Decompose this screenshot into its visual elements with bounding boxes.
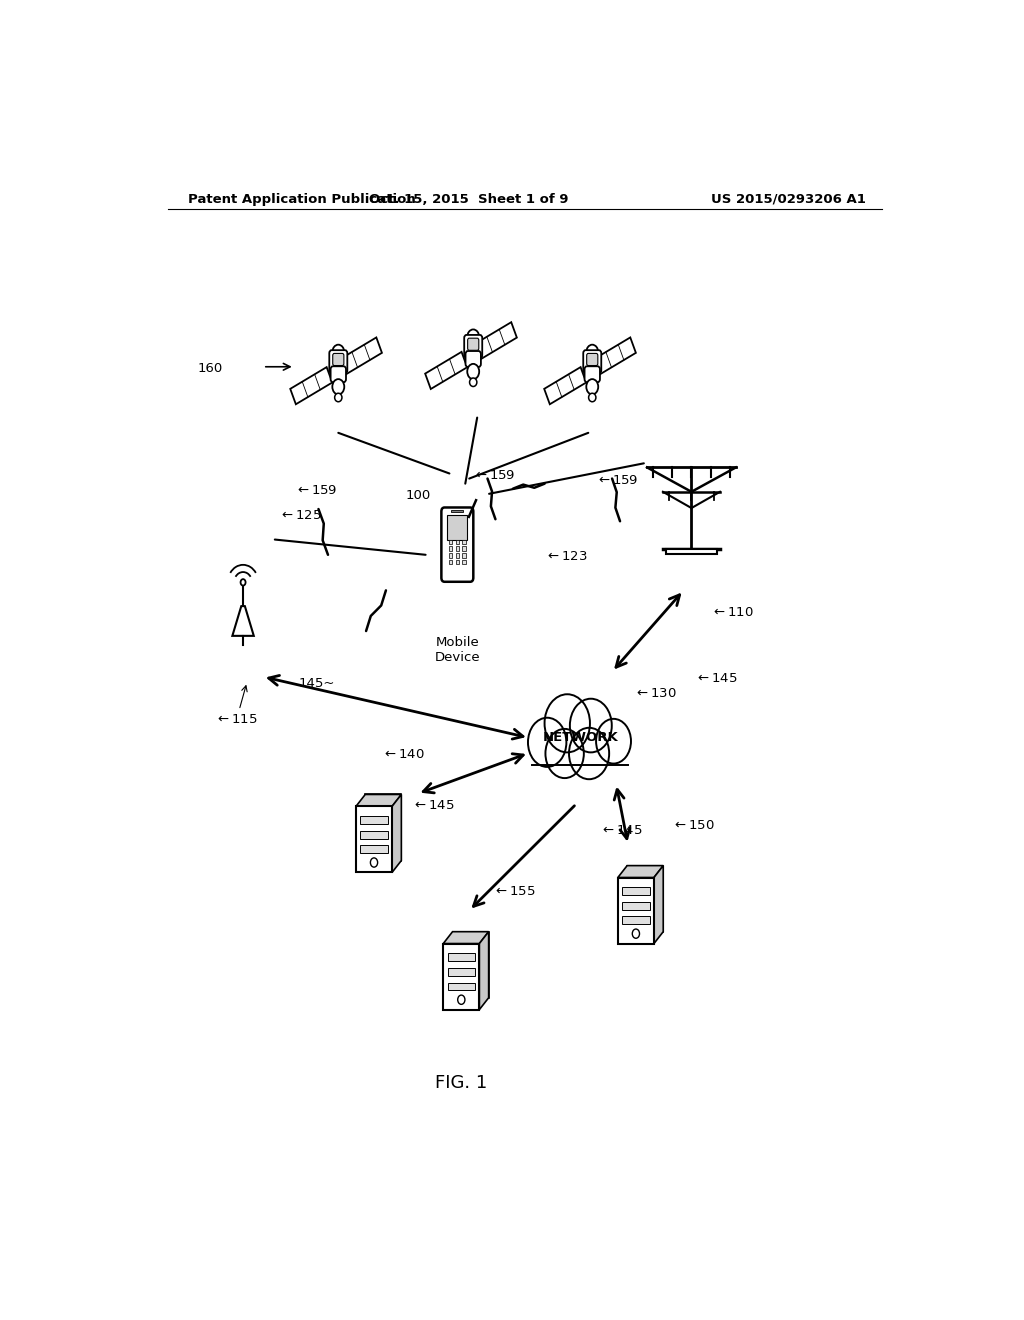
FancyBboxPatch shape <box>468 338 479 350</box>
Bar <box>360 816 388 824</box>
Polygon shape <box>392 795 401 873</box>
Ellipse shape <box>587 345 598 360</box>
Bar <box>594 338 636 375</box>
Text: 160: 160 <box>198 362 223 375</box>
Polygon shape <box>232 606 254 636</box>
Ellipse shape <box>333 379 344 395</box>
Bar <box>462 553 466 557</box>
Ellipse shape <box>335 393 342 401</box>
Text: $\leftarrow$145: $\leftarrow$145 <box>412 799 455 812</box>
Bar <box>623 902 649 909</box>
Circle shape <box>458 995 465 1005</box>
Text: $\leftarrow$145: $\leftarrow$145 <box>695 672 738 685</box>
Text: $\leftarrow$110: $\leftarrow$110 <box>712 606 754 619</box>
Bar <box>449 546 453 550</box>
Bar <box>617 878 654 944</box>
Bar <box>462 560 466 564</box>
Circle shape <box>241 579 246 586</box>
Bar <box>449 560 453 564</box>
Bar <box>666 549 717 553</box>
Bar <box>360 845 388 853</box>
Text: $\leftarrow$145: $\leftarrow$145 <box>441 936 484 949</box>
Text: US 2015/0293206 A1: US 2015/0293206 A1 <box>712 193 866 206</box>
Text: $\leftarrow$155: $\leftarrow$155 <box>494 886 536 899</box>
Bar <box>623 887 649 895</box>
Text: Oct. 15, 2015  Sheet 1 of 9: Oct. 15, 2015 Sheet 1 of 9 <box>370 193 569 206</box>
Bar <box>290 367 332 404</box>
Text: $\leftarrow$140: $\leftarrow$140 <box>382 748 425 762</box>
Circle shape <box>570 698 611 752</box>
Ellipse shape <box>467 364 479 379</box>
Text: 145~: 145~ <box>299 677 335 690</box>
Bar <box>360 830 388 838</box>
Polygon shape <box>529 764 631 787</box>
Text: $\leftarrow$145: $\leftarrow$145 <box>600 824 643 837</box>
Text: FIG. 1: FIG. 1 <box>435 1074 487 1093</box>
Bar <box>449 553 453 557</box>
Polygon shape <box>617 866 664 878</box>
Ellipse shape <box>467 330 479 345</box>
Text: $\leftarrow$125: $\leftarrow$125 <box>279 510 322 523</box>
Bar <box>443 944 479 1010</box>
FancyBboxPatch shape <box>331 366 346 383</box>
FancyBboxPatch shape <box>333 354 344 366</box>
Bar <box>447 982 475 990</box>
Circle shape <box>545 694 590 752</box>
Text: $\leftarrow$123: $\leftarrow$123 <box>545 550 587 562</box>
Polygon shape <box>356 795 401 807</box>
Bar <box>356 807 392 873</box>
Text: $\leftarrow$159: $\leftarrow$159 <box>295 484 337 496</box>
Bar <box>462 546 466 550</box>
Ellipse shape <box>333 345 344 360</box>
FancyBboxPatch shape <box>584 350 601 374</box>
Ellipse shape <box>470 378 477 387</box>
FancyBboxPatch shape <box>464 335 482 358</box>
Bar <box>475 322 517 359</box>
Circle shape <box>596 719 631 763</box>
Circle shape <box>632 929 640 939</box>
Text: $\leftarrow$150: $\leftarrow$150 <box>672 820 715 832</box>
Bar <box>447 968 475 975</box>
Bar <box>340 338 382 375</box>
Circle shape <box>371 858 378 867</box>
Bar <box>447 953 475 961</box>
Text: $\leftarrow$115: $\leftarrow$115 <box>215 713 258 726</box>
Bar <box>456 553 459 557</box>
FancyBboxPatch shape <box>441 507 473 582</box>
Polygon shape <box>443 932 488 944</box>
Bar <box>462 540 466 544</box>
Bar <box>453 932 488 998</box>
Bar <box>366 795 401 861</box>
FancyBboxPatch shape <box>466 351 481 367</box>
Ellipse shape <box>589 393 596 401</box>
FancyBboxPatch shape <box>585 366 600 383</box>
Text: $\leftarrow$130: $\leftarrow$130 <box>634 688 677 700</box>
FancyBboxPatch shape <box>330 350 347 374</box>
Polygon shape <box>479 932 488 1010</box>
Bar <box>425 352 467 389</box>
Bar <box>456 540 459 544</box>
Circle shape <box>546 729 584 777</box>
Circle shape <box>569 727 609 779</box>
Bar <box>456 546 459 550</box>
Polygon shape <box>654 866 664 944</box>
Bar <box>623 916 649 924</box>
Bar <box>452 510 463 512</box>
Text: Mobile
Device: Mobile Device <box>434 636 480 664</box>
Text: Patent Application Publication: Patent Application Publication <box>187 193 416 206</box>
Text: $\leftarrow$159: $\leftarrow$159 <box>473 469 515 482</box>
Bar <box>447 515 467 540</box>
Ellipse shape <box>587 379 598 395</box>
Bar <box>544 367 586 404</box>
Bar <box>627 866 664 932</box>
FancyBboxPatch shape <box>587 354 598 366</box>
Text: NETWORK: NETWORK <box>543 731 618 744</box>
Text: 100: 100 <box>406 488 431 502</box>
Bar <box>456 560 459 564</box>
Bar <box>449 540 453 544</box>
Circle shape <box>528 718 566 767</box>
Text: $\leftarrow$159: $\leftarrow$159 <box>596 474 638 487</box>
